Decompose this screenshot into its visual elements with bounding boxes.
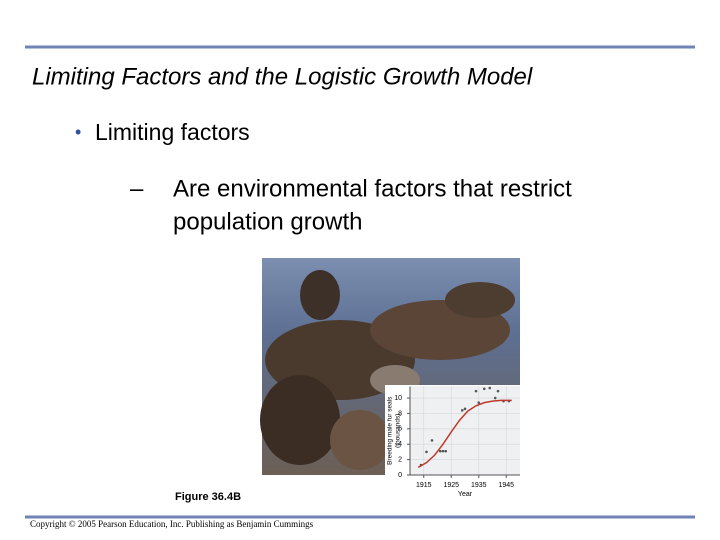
y-tick-label: 4 — [398, 441, 402, 448]
plot-area — [410, 386, 520, 475]
photo — [260, 258, 520, 475]
sub-bullet-line: population growth — [173, 208, 362, 235]
data-point — [488, 386, 492, 390]
data-point — [482, 387, 486, 391]
y-tick-label: 8 — [398, 410, 402, 417]
data-point — [460, 409, 464, 412]
sub-bullet-marker: – — [130, 175, 144, 202]
y-tick-label: 0 — [398, 472, 402, 479]
bullet-text: Limiting factors — [95, 119, 250, 145]
sub-bullet-line: Are environmental factors that restrict — [173, 175, 572, 202]
y-axis-label: (thousands) — [395, 414, 402, 448]
data-point — [474, 389, 478, 393]
y-tick-label: 10 — [394, 395, 402, 402]
x-axis-label: Year — [458, 491, 473, 498]
y-axis-label: Breeding male fur seals — [387, 396, 394, 465]
data-point — [441, 449, 445, 453]
data-point — [477, 401, 481, 404]
slide-title: Limiting Factors and the Logistic Growth… — [32, 63, 533, 90]
data-point — [463, 407, 467, 411]
copyright: Copyright © 2005 Pearson Education, Inc.… — [30, 519, 314, 529]
y-tick-label: 2 — [398, 456, 402, 463]
data-point — [444, 449, 448, 453]
trend-line — [417, 399, 512, 468]
data-point — [430, 439, 434, 442]
data-point — [438, 449, 442, 453]
data-point — [425, 450, 428, 454]
chart: 0 2 4 6 8 10 1915 1925 1935 1945 Year Breeding male… — [387, 386, 520, 498]
data-point — [493, 396, 497, 400]
x-tick-label: 1935 — [471, 482, 487, 489]
figure-caption: Figure 36.4B — [175, 491, 241, 503]
x-tick-label: 1945 — [498, 482, 514, 489]
y-tick-label: 6 — [398, 426, 402, 433]
x-tick-label: 1925 — [443, 482, 459, 489]
data-point — [496, 389, 500, 393]
bullet-marker: • — [75, 122, 81, 142]
x-tick-label: 1915 — [416, 482, 432, 489]
